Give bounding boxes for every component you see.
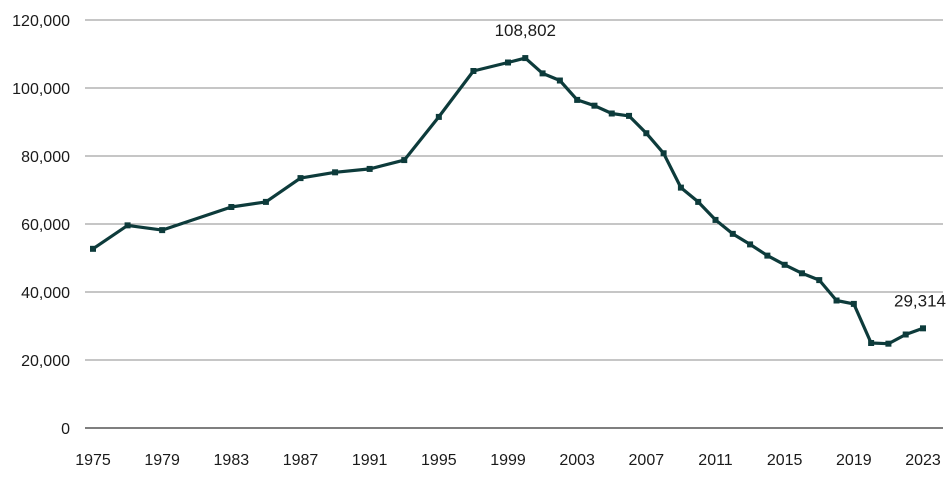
- data-point-marker: [159, 227, 166, 234]
- x-tick-label: 2023: [905, 452, 941, 469]
- data-point-marker: [643, 130, 650, 137]
- data-point-marker: [712, 216, 719, 223]
- x-tick-label: 2011: [698, 452, 733, 469]
- data-point-marker: [90, 245, 96, 252]
- y-tick-label: 80,000: [21, 149, 70, 166]
- data-point-marker: [626, 112, 633, 119]
- data-point-marker: [660, 150, 667, 157]
- y-tick-label: 60,000: [21, 217, 70, 234]
- data-point-marker: [608, 110, 615, 117]
- annotations: 108,802 29,314: [495, 21, 946, 310]
- data-point-marker: [747, 241, 754, 248]
- data-point-marker: [816, 277, 823, 284]
- data-point-marker: [401, 157, 408, 164]
- data-point-marker: [574, 96, 581, 103]
- data-point-marker: [505, 59, 511, 66]
- x-tick-label: 1983: [214, 452, 250, 469]
- data-point-marker: [781, 261, 788, 268]
- series-line: [91, 56, 925, 346]
- x-tick-label: 2003: [559, 452, 595, 469]
- data-point-marker: [470, 68, 477, 74]
- data-point-marker: [920, 325, 926, 332]
- data-point-marker: [677, 184, 684, 191]
- data-point-marker: [366, 165, 373, 172]
- x-tick-label: 2007: [629, 452, 665, 469]
- x-tick-label: 1987: [283, 452, 319, 469]
- data-point-marker: [522, 55, 529, 62]
- data-label: 29,314: [894, 291, 946, 310]
- y-tick-label: 120,000: [12, 13, 70, 30]
- data-point-marker: [850, 300, 857, 307]
- data-point-marker: [262, 198, 269, 205]
- data-point-marker: [833, 297, 840, 304]
- data-point-marker: [556, 77, 563, 84]
- data-point-marker: [435, 113, 442, 120]
- x-tick-label: 1995: [421, 452, 457, 469]
- x-tick-label: 1979: [144, 452, 180, 469]
- y-tick-label: 0: [61, 421, 70, 438]
- data-point-marker: [695, 198, 702, 205]
- data-point-marker: [297, 175, 304, 182]
- data-point-marker: [729, 230, 736, 237]
- x-tick-label: 2019: [836, 452, 872, 469]
- data-point-marker: [885, 340, 892, 347]
- data-point-marker: [539, 70, 546, 77]
- data-point-marker: [332, 169, 339, 176]
- x-tick-label: 1975: [75, 452, 111, 469]
- x-tick-label: 1999: [490, 452, 526, 469]
- data-point-marker: [902, 331, 909, 338]
- data-point-marker: [228, 204, 235, 210]
- y-axis-tick-labels: 0 20,000 40,000 60,000 80,000 100,000 120,000: [12, 13, 70, 438]
- series-layer: [90, 55, 926, 347]
- y-tick-label: 100,000: [12, 81, 70, 98]
- x-tick-label: 1991: [352, 452, 388, 469]
- data-point-marker: [764, 252, 771, 259]
- x-tick-label: 2015: [767, 452, 803, 469]
- data-point-marker: [798, 270, 805, 277]
- gridlines: [85, 19, 943, 429]
- y-tick-label: 20,000: [21, 353, 70, 370]
- data-label: 108,802: [495, 21, 556, 40]
- data-point-marker: [591, 102, 598, 109]
- data-point-marker: [124, 222, 131, 229]
- data-point-marker: [868, 340, 875, 346]
- x-axis-tick-labels: 1975 1979 1983 1987 1991 1995 1999 2003 2007 2011…: [75, 452, 941, 469]
- y-tick-label: 40,000: [21, 285, 70, 302]
